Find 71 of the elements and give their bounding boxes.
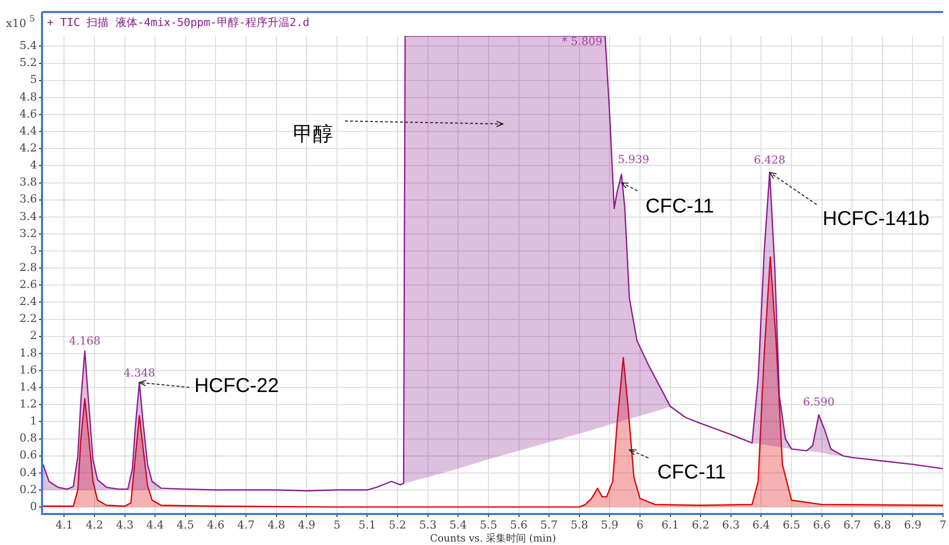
annotation: CFC-11 — [657, 461, 726, 484]
annotation: 4.348 — [124, 366, 156, 380]
x-tick-label: 5.6 — [510, 518, 528, 532]
y-tick-label: 4.2 — [20, 141, 37, 154]
y-tick-label: 0.8 — [20, 432, 37, 445]
x-tick-label: 5.7 — [540, 518, 558, 532]
x-tick-label: 6.2 — [692, 518, 710, 532]
y-tick-label: 2.6 — [20, 278, 37, 292]
x-tick-label: 5 — [333, 518, 340, 532]
x-tick-label: 5.3 — [419, 518, 437, 532]
annotation: HCFC-22 — [194, 374, 279, 397]
y-tick-label: 1.4 — [20, 380, 37, 394]
y-tick-label: 4.4 — [20, 124, 37, 138]
x-tick-label: 5.8 — [570, 518, 588, 532]
y-tick-label: 0 — [30, 500, 37, 513]
x-tick-label: 4.4 — [146, 518, 164, 532]
x-tick-label: 6.7 — [843, 518, 861, 532]
y-tick-label: 4 — [30, 158, 37, 172]
x-tick-label: 5.5 — [480, 518, 498, 532]
x-tick-label: 4.8 — [268, 518, 286, 532]
annotation: 6.428 — [754, 153, 786, 166]
y-tick-label: 1.6 — [20, 363, 37, 376]
x-tick-label: 4.1 — [55, 518, 73, 532]
x-tick-label: 6 — [636, 518, 644, 532]
annotation: CFC-11 — [645, 195, 714, 218]
chart-title: + TIC 扫描 液体-4mix-50ppm-甲醇-程序升温2.d — [47, 16, 310, 29]
x-tick-label: 4.3 — [116, 518, 134, 532]
x-tick-label: 6.1 — [662, 518, 680, 532]
annotation: HCFC-141b — [822, 208, 930, 230]
x-tick-label: 6.8 — [874, 518, 892, 532]
y-tick-label: 2 — [30, 329, 37, 342]
x-tick-label: 4.7 — [237, 518, 255, 532]
y-tick-label: 3 — [30, 244, 37, 257]
y-tick-label: 3.6 — [20, 192, 37, 206]
x-tick-label: 4.2 — [86, 518, 104, 532]
x-tick-label: 6.9 — [904, 518, 922, 532]
x-tick-label: 6.5 — [782, 518, 800, 532]
y-tick-label: 2.2 — [20, 312, 37, 326]
y-tick-label: 0.6 — [20, 448, 37, 462]
y-tick-label: 5 — [30, 73, 37, 86]
y-tick-label: 1.8 — [20, 346, 37, 360]
x-tick-label: 4.6 — [206, 518, 224, 532]
y-tick-label: 1.2 — [20, 397, 37, 410]
y-tick-label: 0.2 — [20, 482, 37, 496]
annotation: 4.168 — [69, 334, 101, 348]
annotation: * 5.809 — [562, 34, 602, 48]
x-tick-label: 5.9 — [600, 518, 618, 532]
x-axis-title: Counts vs. 采集时间 (min) — [430, 532, 556, 545]
x-tick-label: 5.2 — [388, 518, 406, 532]
x-tick-label: 4.9 — [298, 518, 316, 532]
y-tick-label: 4.6 — [20, 107, 37, 120]
y-tick-label: 2.8 — [20, 260, 37, 274]
annotation: 5.939 — [618, 153, 650, 166]
x-tick-label: 6.4 — [752, 518, 770, 532]
y-tick-label: 4.8 — [20, 90, 37, 104]
annotation: 甲醇 — [293, 124, 333, 146]
x-tick-label: 6.3 — [722, 518, 740, 532]
x-tick-label: 6.6 — [813, 518, 831, 532]
x-tick-label: 4.5 — [176, 518, 194, 532]
y-tick-label: 5.4 — [20, 39, 37, 52]
y-tick-label: 3.2 — [20, 226, 37, 240]
annotation: 6.590 — [803, 396, 835, 409]
x-tick-label: 5.4 — [449, 518, 467, 532]
y-tick-label: 2.4 — [20, 295, 37, 308]
x-tick-label: 7 — [940, 518, 946, 532]
y-tick-label: 3.8 — [20, 176, 37, 189]
y-tick-label: 3.4 — [20, 210, 37, 223]
y-tick-label: 0.4 — [20, 466, 37, 479]
y-tick-label: 5.2 — [20, 56, 37, 70]
x-tick-label: 5.1 — [358, 518, 376, 532]
y-tick-label: 1 — [30, 414, 37, 428]
